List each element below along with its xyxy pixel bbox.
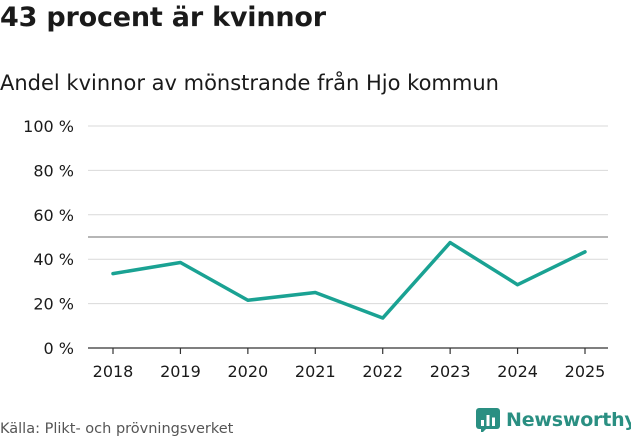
chart-subtitle: Andel kvinnor av mönstrande från Hjo kom…: [0, 71, 499, 95]
x-tick-label: 2020: [227, 362, 268, 381]
x-tick-label: 2025: [565, 362, 606, 381]
data-point: [448, 241, 452, 245]
y-tick-label: 100 %: [23, 117, 74, 136]
x-tick-label: 2018: [93, 362, 134, 381]
data-point: [583, 250, 587, 254]
source-note: Källa: Plikt- och prövningsverket: [0, 421, 234, 437]
x-axis-ticks: 2018 2019 2020 2021 2022 2023 2024 2025: [93, 348, 606, 381]
series-line: [111, 240, 587, 320]
newsworthy-logo-icon: [476, 408, 500, 432]
brand-name: Newsworthy: [506, 409, 631, 431]
y-tick-label: 20 %: [33, 295, 74, 314]
y-tick-label: 60 %: [33, 206, 74, 225]
x-tick-label: 2023: [430, 362, 471, 381]
data-point: [381, 316, 385, 320]
data-point: [313, 291, 317, 294]
data-point: [516, 283, 520, 287]
brand-logo[interactable]: Newsworthy: [476, 408, 631, 432]
chart-title: 43 procent är kvinnor: [0, 2, 326, 33]
x-tick-label: 2024: [497, 362, 538, 381]
data-point: [246, 298, 250, 302]
y-tick-label: 40 %: [33, 250, 74, 269]
x-tick-label: 2022: [362, 362, 403, 381]
y-tick-label: 0 %: [44, 339, 74, 358]
y-tick-label: 80 %: [33, 161, 74, 180]
data-point: [178, 261, 182, 265]
data-point: [111, 272, 115, 276]
x-tick-label: 2019: [160, 362, 201, 381]
y-axis-ticks: 0 % 20 % 40 % 60 % 80 % 100 %: [23, 117, 74, 358]
x-tick-label: 2021: [295, 362, 336, 381]
series-group: [111, 240, 587, 320]
